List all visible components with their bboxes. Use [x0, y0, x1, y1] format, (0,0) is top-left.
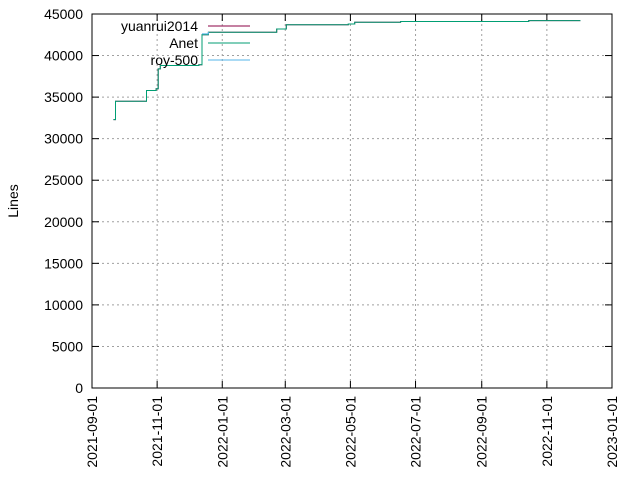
x-tick-label: 2021-11-01 [149, 396, 165, 467]
series-line-Anet [113, 20, 581, 121]
axes: 0 5000 10000 15000 20000 25000 30000 35000 40000… [44, 6, 620, 468]
legend-label: Anet [169, 35, 198, 51]
grid-lines [92, 14, 612, 388]
y-tick-label: 25000 [44, 172, 83, 188]
series-lines [113, 20, 581, 121]
x-tick-label: 2022-07-01 [408, 396, 424, 468]
x-tick-label: 2022-09-01 [474, 396, 490, 468]
y-tick-label: 40000 [44, 48, 83, 64]
y-tick-label: 30000 [44, 131, 83, 147]
y-tick-label: 0 [75, 380, 83, 396]
x-tick-label: 2022-01-01 [214, 396, 230, 468]
y-tick-label: 20000 [44, 214, 83, 230]
x-tick-label: 2022-05-01 [342, 396, 358, 468]
y-tick-label: 45000 [44, 6, 83, 22]
legend-label: roy-500 [151, 52, 199, 68]
y-tick-label: 10000 [44, 297, 83, 313]
y-axis-label: Lines [5, 184, 21, 217]
x-tick-label: 2021-09-01 [84, 396, 100, 468]
legend-label: yuanrui2014 [121, 18, 198, 34]
y-tick-label: 15000 [44, 255, 83, 271]
x-tick-label: 2022-03-01 [277, 396, 293, 468]
y-tick-label: 5000 [52, 338, 83, 354]
x-tick-label: 2023-01-01 [604, 396, 620, 468]
series-line-roy-500 [202, 31, 209, 35]
plot-frame [91, 13, 613, 389]
y-tick-label: 35000 [44, 89, 83, 105]
x-tick-label: 2022-11-01 [539, 396, 555, 467]
